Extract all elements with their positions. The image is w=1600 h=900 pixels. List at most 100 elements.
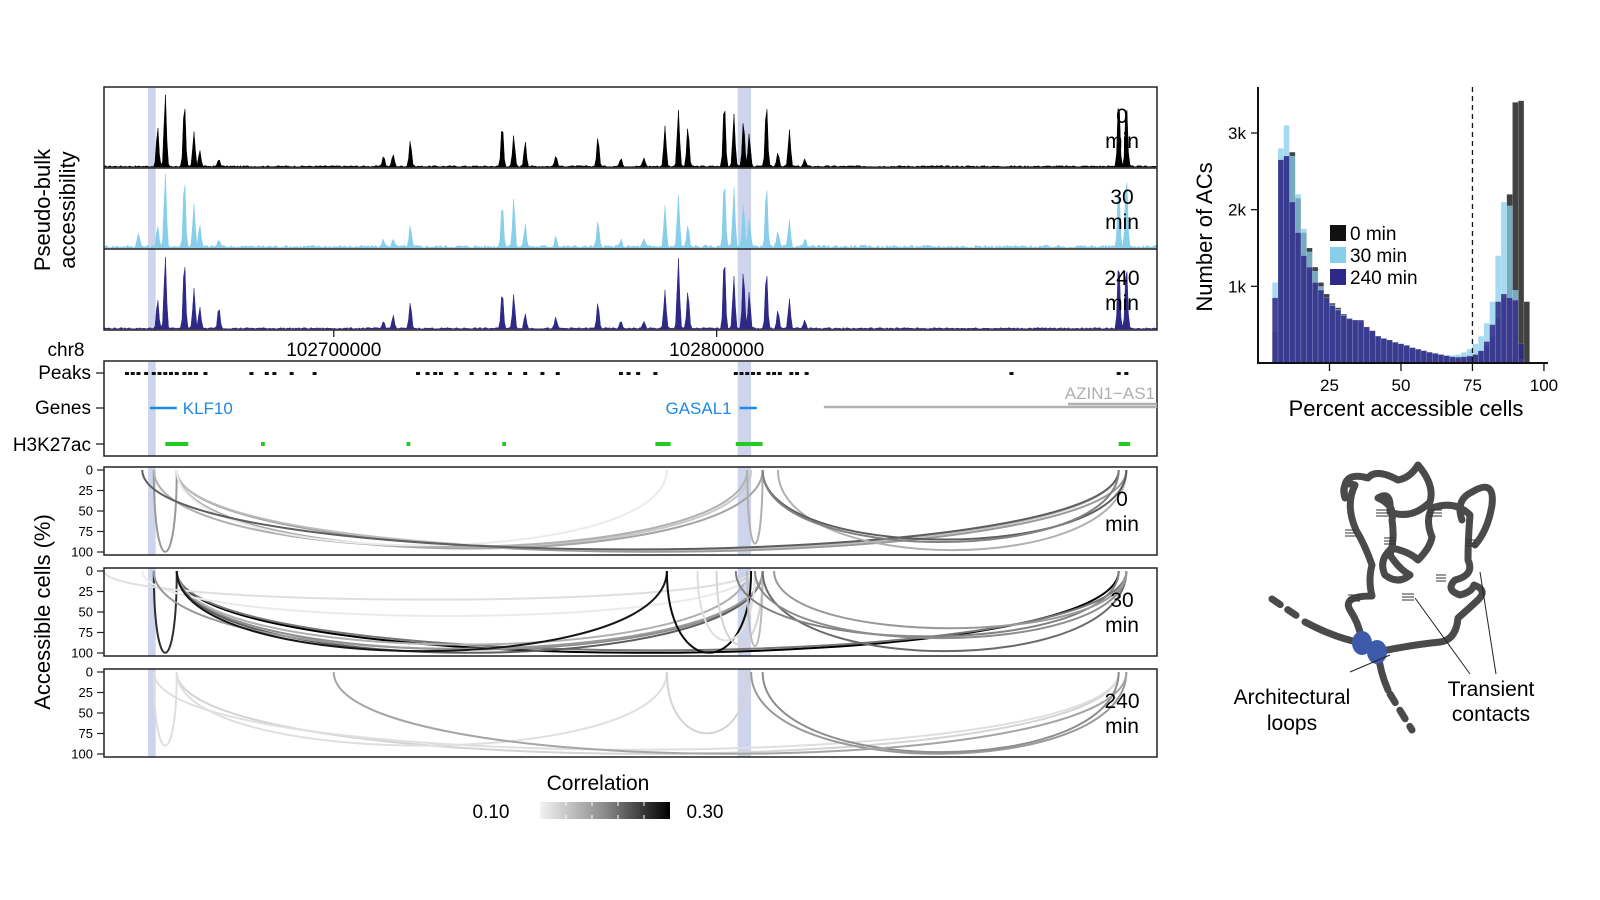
- timepoint-label-number: 240: [1104, 690, 1139, 713]
- arc-panel-group: 02550751000min025507510030min02550751002…: [71, 463, 1158, 762]
- arc-y-tick-label: 50: [79, 605, 93, 620]
- histogram-bar: [1363, 326, 1370, 364]
- arc-y-tick-label: 25: [79, 685, 93, 700]
- histogram-bar: [1323, 297, 1330, 364]
- peak-mark: [626, 372, 631, 375]
- colorbar-gradient: [540, 802, 670, 819]
- arc-y-tick-label: 75: [79, 524, 93, 539]
- legend-swatch: [1330, 269, 1346, 285]
- legend-label: 240 min: [1350, 268, 1418, 289]
- peak-mark: [249, 372, 254, 375]
- timepoint-label-unit: min: [1105, 715, 1139, 738]
- histogram-bar: [1283, 155, 1290, 364]
- peak-mark: [289, 372, 294, 375]
- arc-y-tick-label: 0: [86, 665, 93, 680]
- h3k27ac-mark: [735, 442, 763, 446]
- histogram-bar: [1512, 299, 1519, 364]
- peak-mark: [1009, 372, 1014, 375]
- histogram-x-ticks: 25 50 75 100: [1320, 363, 1558, 395]
- co-accessibility-arc: [175, 570, 764, 654]
- peak-mark: [484, 372, 489, 375]
- transient-label-line1: Transient: [1448, 678, 1535, 701]
- peak-mark: [124, 372, 129, 375]
- legend-label: 30 min: [1350, 246, 1407, 267]
- arc-y-tick-label: 75: [79, 625, 93, 640]
- co-accessibility-arc: [761, 469, 1120, 543]
- transient-contacts: [1345, 509, 1476, 602]
- peak-mark: [433, 372, 438, 375]
- genomic-tick-label: 102700000: [286, 340, 381, 361]
- co-accessibility-arc: [175, 671, 668, 747]
- pseudobulk-panel: Pseudo-bulk accessibility 0min30min240mi…: [30, 86, 1158, 331]
- peak-mark: [751, 372, 756, 375]
- peak-mark: [618, 372, 623, 375]
- transient-label-line2: contacts: [1452, 703, 1530, 726]
- co-accessibility-arc: [152, 570, 764, 650]
- histogram-bar: [1312, 282, 1319, 364]
- h3k27ac-mark: [1118, 442, 1131, 446]
- timepoint-label-unit: min: [1105, 614, 1139, 637]
- contact-hatch: [1428, 509, 1442, 517]
- co-accessibility-arc: [761, 469, 1128, 541]
- histogram-x-tick-label: 25: [1320, 376, 1339, 395]
- peak-mark: [163, 372, 168, 375]
- chromatin-dashed-bottom: [1386, 690, 1416, 734]
- peak-mark: [136, 372, 141, 375]
- co-accessibility-arc: [175, 671, 1120, 755]
- peak-mark: [438, 372, 443, 375]
- genomic-ticks: 102700000 102800000: [286, 330, 764, 361]
- histogram-bar: [1409, 347, 1416, 364]
- timepoint-label-unit: min: [1105, 292, 1139, 315]
- peak-mark: [795, 372, 800, 375]
- architectural-label-line1: Architectural: [1234, 686, 1351, 709]
- contact-hatch: [1466, 539, 1476, 547]
- colorbar-ticks: [565, 802, 645, 819]
- histogram-bar: [1317, 289, 1325, 364]
- highlight-region: [148, 669, 156, 757]
- histogram-bar: [1403, 345, 1410, 364]
- peak-mark: [492, 372, 497, 375]
- histogram-bar: [1369, 330, 1376, 364]
- peak-mark: [789, 372, 794, 375]
- histogram-xlabel: Percent accessible cells: [1289, 396, 1524, 421]
- highlight-region: [148, 568, 156, 656]
- pseudobulk-ylabel-line1: Pseudo-bulk: [30, 148, 55, 271]
- track-label-h3k27ac: H3K27ac: [13, 435, 91, 456]
- histogram-ylabel: Number of ACs: [1192, 162, 1217, 311]
- histogram-bar: [1380, 338, 1387, 364]
- peak-mark: [425, 372, 430, 375]
- co-accessibility-arc: [103, 570, 753, 601]
- arc-y-tick-label: 25: [79, 584, 93, 599]
- arc-y-tick-label: 25: [79, 483, 93, 498]
- histogram-bar: [1300, 255, 1307, 364]
- co-accessibility-arc: [665, 671, 749, 735]
- h3k27ac-mark: [165, 442, 189, 446]
- histogram-bar: [1420, 350, 1427, 364]
- arc-y-tick-label: 50: [79, 706, 93, 721]
- co-accessibility-arc: [753, 570, 1128, 640]
- timepoint-label-number: 240: [1104, 267, 1139, 290]
- track-label-genes: Genes: [35, 398, 91, 419]
- colorbar-min-label: 0.10: [473, 802, 510, 823]
- histogram-bar: [1437, 354, 1445, 364]
- arc-ylabel: Accessible cells (%): [30, 514, 55, 710]
- peak-mark: [188, 372, 193, 375]
- pseudobulk-ylabel-line2: accessibility: [55, 151, 80, 268]
- histogram-bar: [1392, 342, 1399, 364]
- pseudobulk-frame: [103, 86, 1158, 331]
- peak-mark: [804, 372, 809, 375]
- co-accessibility-arc: [152, 570, 178, 654]
- gene-marks: KLF10 GASAL1 AZIN1−AS1: [149, 384, 1157, 418]
- highlight-regions: [148, 88, 752, 330]
- co-accessibility-arc: [746, 469, 764, 545]
- peak-mark: [193, 372, 198, 375]
- histogram-bar: [1374, 335, 1382, 364]
- legend-swatch: [1330, 225, 1346, 241]
- track-label-peaks: Peaks: [38, 363, 91, 384]
- architectural-label-line2: loops: [1267, 712, 1317, 735]
- histogram-bar: [1386, 339, 1393, 364]
- peak-mark: [151, 372, 156, 375]
- peak-mark: [507, 372, 512, 375]
